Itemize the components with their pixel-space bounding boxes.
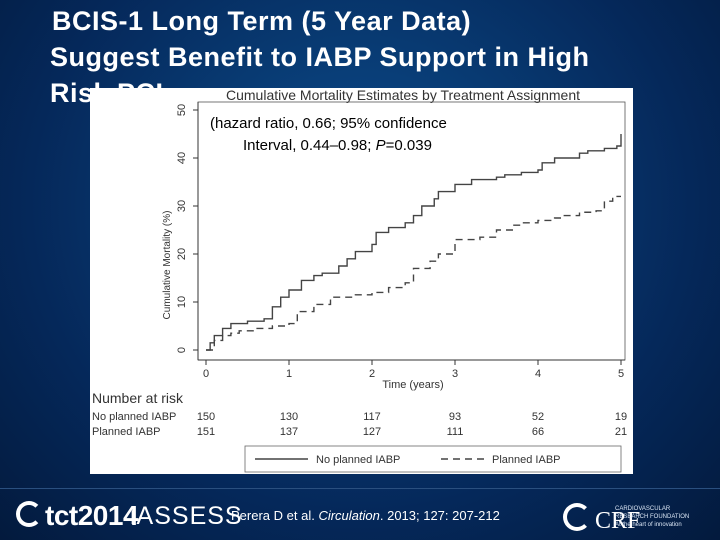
ci-text: Interval, 0.44–0.98;: [243, 137, 376, 154]
risk-value: 66: [532, 426, 544, 438]
risk-row-label: No planned IABP: [92, 411, 176, 423]
risk-value: 137: [280, 426, 298, 438]
hazard-ratio-annotation-2: Interval, 0.44–0.98; P=0.039: [243, 137, 432, 154]
legend-box: [244, 445, 622, 473]
slide-title-line-2: Suggest Benefit to IABP Support in High: [50, 42, 590, 72]
y-tick-label: 50: [176, 104, 188, 116]
risk-value: 151: [197, 426, 215, 438]
legend-label: Planned IABP: [492, 454, 561, 466]
x-tick-label: 5: [618, 368, 624, 380]
number-at-risk-heading: Number at risk: [92, 390, 184, 406]
risk-value: 93: [449, 411, 461, 423]
tct-logo-text: tct2014: [45, 500, 139, 531]
x-tick-label: 0: [203, 368, 209, 380]
risk-value: 130: [280, 411, 298, 423]
risk-value: 127: [363, 426, 381, 438]
crf-sub-3: At the heart of innovation: [615, 522, 682, 528]
risk-row-label: Planned IABP: [92, 426, 161, 438]
crf-logo-text: CRF: [595, 508, 641, 534]
citation-details: . 2013; 127: 207-212: [379, 508, 500, 523]
y-axis-label: Cumulative Mortality (%): [162, 211, 173, 320]
slide-title-line-1: BCIS-1 Long Term (5 Year Data): [52, 6, 472, 36]
mortality-chart: Cumulative Mortality Estimates by Treatm…: [92, 88, 627, 473]
x-tick-label: 3: [452, 368, 458, 380]
risk-value: 117: [363, 411, 381, 423]
crf-logo: CRF CARDIOVASCULAR RESEARCH FOUNDATION A…: [563, 503, 689, 535]
x-tick-label: 4: [535, 368, 541, 380]
crf-sub-2: RESEARCH FOUNDATION: [615, 514, 690, 520]
citation-authors: Perera D et al.: [231, 508, 319, 523]
x-tick-label: 1: [286, 368, 292, 380]
risk-value: 150: [197, 411, 215, 423]
y-tick-label: 30: [176, 200, 188, 212]
tct-logo: tct2014: [16, 500, 139, 532]
p-value: =0.039: [386, 137, 432, 154]
p-symbol: P: [376, 137, 386, 154]
citation-journal: Circulation: [318, 508, 380, 523]
chart-panel: Cumulative Mortality Estimates by Treatm…: [90, 88, 633, 474]
y-tick-label: 40: [176, 152, 188, 164]
footer-divider: [0, 488, 720, 489]
tct-ring-icon: [16, 501, 42, 527]
crf-tagline: CARDIOVASCULAR RESEARCH FOUNDATION At th…: [615, 505, 720, 529]
y-tick-label: 0: [176, 347, 188, 353]
x-axis-label: Time (years): [382, 379, 443, 391]
y-tick-label: 20: [176, 248, 188, 260]
y-tick-label: 10: [176, 296, 188, 308]
risk-value: 52: [532, 411, 544, 423]
risk-value: 19: [615, 411, 627, 423]
legend-label: No planned IABP: [316, 454, 400, 466]
series-planned-iabp: [206, 195, 621, 351]
citation: Perera D et al. Circulation. 2013; 127: …: [231, 508, 500, 523]
series-no-planned-iabp: [206, 134, 622, 351]
iassess-logo: iASSESS: [130, 502, 243, 530]
x-tick-label: 2: [369, 368, 375, 380]
crf-sub-1: CARDIOVASCULAR: [615, 506, 671, 512]
crf-mark-icon: [563, 503, 591, 531]
risk-value: 21: [615, 426, 627, 438]
hazard-ratio-annotation-1: (hazard ratio, 0.66; 95% confidence: [210, 115, 447, 132]
chart-title: Cumulative Mortality Estimates by Treatm…: [226, 88, 580, 103]
risk-value: 111: [447, 426, 464, 438]
